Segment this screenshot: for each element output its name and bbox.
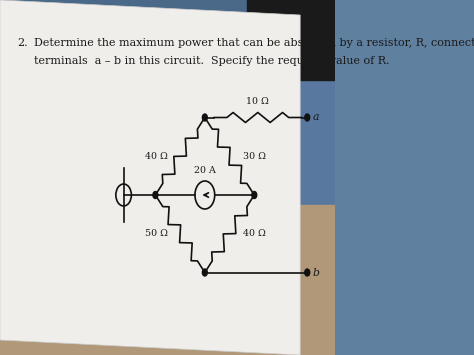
Bar (0, 80, 335, 205)
Text: 2.: 2. (18, 38, 28, 48)
Text: 20 A: 20 A (194, 166, 216, 175)
Circle shape (202, 114, 207, 121)
Circle shape (153, 191, 158, 198)
Text: 30 Ω: 30 Ω (243, 152, 266, 161)
Text: a: a (312, 113, 319, 122)
Bar (247, 0, 335, 80)
Text: terminals  a – b in this circuit.  Specify the required value of R.: terminals a – b in this circuit. Specify… (34, 56, 389, 66)
Circle shape (202, 269, 207, 276)
Text: 40 Ω: 40 Ω (145, 152, 168, 161)
Bar (0, 205, 335, 355)
Text: Determine the maximum power that can be absorbed by a resistor, R, connected to: Determine the maximum power that can be … (34, 38, 474, 48)
Circle shape (305, 269, 310, 276)
Bar (0, 0, 335, 80)
Text: 40 Ω: 40 Ω (243, 229, 266, 238)
Text: b: b (312, 268, 319, 278)
Circle shape (252, 191, 257, 198)
Text: 10 Ω: 10 Ω (246, 98, 269, 106)
Polygon shape (0, 0, 300, 355)
Text: 50 Ω: 50 Ω (145, 229, 168, 238)
Circle shape (305, 114, 310, 121)
